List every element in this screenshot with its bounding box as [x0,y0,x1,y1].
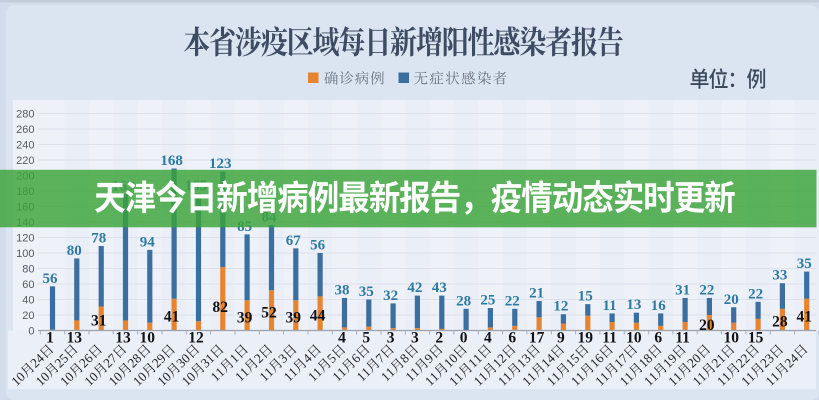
svg-text:17: 17 [529,330,545,347]
svg-text:67: 67 [286,233,302,249]
svg-text:42: 42 [407,280,422,296]
svg-text:11: 11 [675,330,690,347]
svg-text:6: 6 [654,330,662,347]
svg-text:39: 39 [286,309,302,326]
svg-text:0: 0 [28,325,34,337]
svg-text:31: 31 [675,282,690,298]
svg-text:15: 15 [578,289,593,305]
svg-text:280: 280 [16,108,34,120]
svg-text:120: 120 [16,232,34,244]
svg-text:38: 38 [335,282,350,298]
svg-text:20: 20 [724,292,739,308]
svg-text:11: 11 [603,298,617,314]
svg-text:240: 240 [16,139,34,151]
svg-text:10: 10 [723,330,739,347]
svg-text:13: 13 [626,297,641,313]
svg-text:19: 19 [578,330,594,347]
svg-text:25: 25 [480,293,495,309]
svg-text:5: 5 [362,330,370,347]
svg-text:78: 78 [91,231,106,247]
svg-text:28: 28 [456,293,471,309]
svg-text:3: 3 [411,330,419,347]
svg-text:2: 2 [435,330,443,347]
svg-text:22: 22 [699,282,714,298]
svg-text:43: 43 [432,280,447,296]
svg-text:12: 12 [188,330,204,347]
svg-text:22: 22 [748,286,763,302]
svg-text:13: 13 [115,330,131,347]
svg-text:32: 32 [383,288,398,304]
svg-text:6: 6 [508,330,516,347]
svg-text:100: 100 [16,248,34,260]
svg-text:0: 0 [460,330,468,347]
svg-text:13: 13 [67,330,83,347]
svg-text:40: 40 [22,294,34,306]
svg-text:22: 22 [505,293,520,309]
svg-text:52: 52 [261,304,277,321]
svg-text:35: 35 [359,284,374,300]
svg-text:82: 82 [213,299,229,316]
svg-text:31: 31 [91,313,107,330]
svg-text:44: 44 [310,307,326,324]
svg-text:41: 41 [796,309,812,326]
svg-text:9: 9 [557,330,565,347]
svg-text:3: 3 [387,330,395,347]
svg-text:20: 20 [22,310,34,322]
svg-text:15: 15 [748,330,764,347]
svg-text:20: 20 [699,317,715,334]
svg-text:260: 260 [16,124,34,136]
svg-text:39: 39 [237,309,253,326]
svg-text:11: 11 [602,330,617,347]
svg-text:4: 4 [484,330,492,347]
svg-text:94: 94 [140,234,156,250]
svg-text:33: 33 [772,268,787,284]
svg-text:41: 41 [164,309,180,326]
svg-text:12: 12 [553,299,568,315]
svg-text:28: 28 [772,314,788,331]
svg-text:4: 4 [338,330,346,347]
svg-text:35: 35 [797,256,812,272]
svg-text:16: 16 [651,298,667,314]
svg-text:56: 56 [43,271,59,287]
svg-text:10: 10 [140,330,156,347]
svg-text:21: 21 [529,286,544,302]
svg-text:80: 80 [67,243,82,259]
svg-text:60: 60 [22,279,34,291]
svg-text:56: 56 [310,238,326,254]
svg-text:168: 168 [160,153,183,169]
svg-text:80: 80 [22,263,34,275]
svg-text:1: 1 [46,330,54,347]
svg-text:10: 10 [626,330,642,347]
svg-text:220: 220 [16,155,34,167]
svg-text:123: 123 [209,156,232,172]
